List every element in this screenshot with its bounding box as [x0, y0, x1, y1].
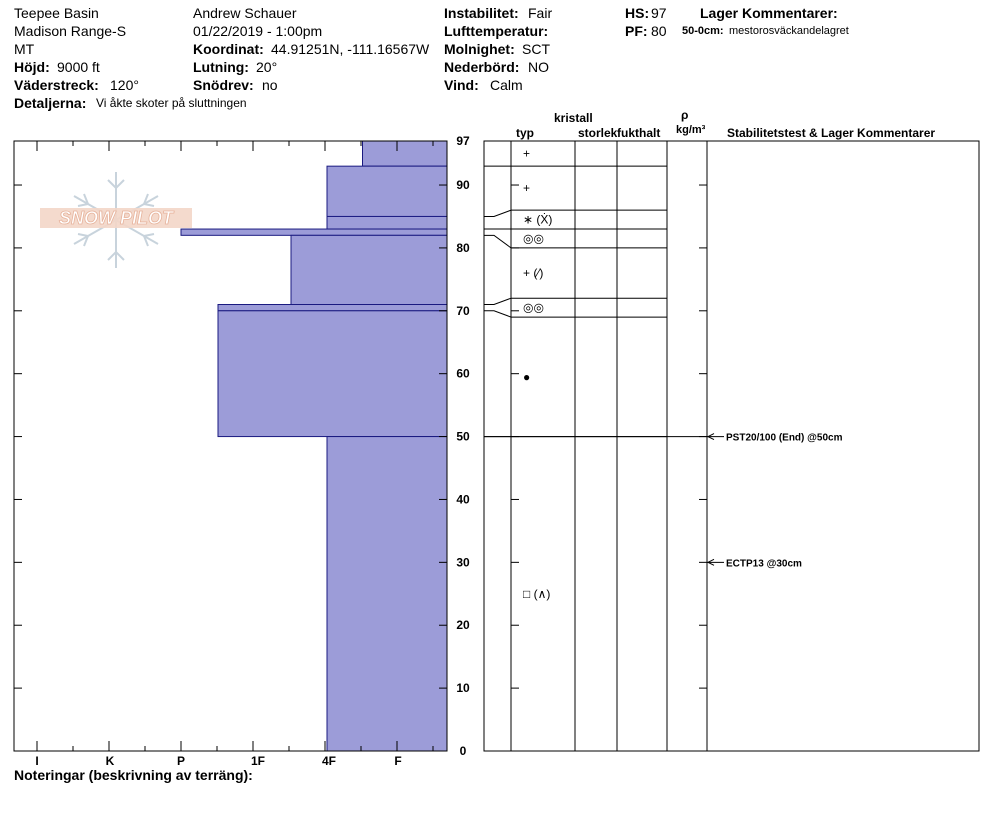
grain-row-boundary-6 [484, 310, 667, 318]
nederbord-value: NO [528, 59, 549, 75]
grain-symbol-4: + (⁄) [523, 266, 543, 280]
depth-label-20: 20 [456, 618, 470, 632]
logo-text: SNOW PILOT [59, 208, 175, 228]
hardness-layer-1 [326, 165, 448, 217]
fukthalt-header: fukthalt [617, 126, 661, 140]
grain-row-boundary-5 [484, 297, 667, 306]
pf-label: PF: [625, 23, 648, 39]
depth-label-30: 30 [456, 555, 470, 569]
vaderstreck-value: 120° [110, 77, 139, 93]
hardness-label-I: I [35, 754, 38, 768]
grain-symbol-0: + [523, 147, 530, 161]
depth-label-50: 50 [456, 430, 470, 444]
location-name: Teepee Basin [14, 5, 99, 21]
hardness-label-1F: 1F [251, 754, 265, 768]
grain-symbol-1: + [523, 181, 530, 195]
stability-test-label-1: ECTP13 @30cm [726, 558, 802, 569]
stability-tests: PST20/100 (End) @50cm ECTP13 @30cm [706, 433, 843, 569]
molnighet-label: Molnighet: [444, 41, 515, 57]
detaljer-label: Detaljerna: [14, 95, 87, 111]
hardness-layer-4 [290, 234, 448, 306]
hojd-value: 9000 ft [57, 59, 100, 75]
koordinat-value: 44.91251N, -111.16567W [271, 41, 430, 57]
hardness-label-P: P [177, 754, 185, 768]
depth-label-60: 60 [456, 367, 470, 381]
hardness-layer-0 [362, 140, 448, 167]
hardness-layer-5 [217, 304, 448, 312]
grain-row-boundary-2 [484, 209, 667, 217]
hardness-layer-3 [180, 228, 448, 236]
hojd-label: Höjd: [14, 59, 50, 75]
hardness-label-K: K [106, 754, 115, 768]
density-unit-header: kg/m³ [676, 124, 706, 136]
grain-symbol-7: □ (∧) [523, 587, 550, 601]
stability-test-label-0: PST20/100 (End) @50cm [726, 433, 843, 444]
grain-symbols: + + ∗ (Ẋ) ◎◎ + (⁄) ◎◎ ● □ (∧) [523, 147, 552, 601]
lufttemp-label: Lufttemperatur: [444, 23, 549, 39]
hardness-label-4F: 4F [322, 754, 336, 768]
pf-value: 80 [651, 23, 667, 39]
observer-name: Andrew Schauer [193, 5, 297, 21]
depth-axis: 0 10 20 30 40 50 60 70 80 90 97 [14, 134, 707, 758]
grain-symbol-2: ∗ (Ẋ) [523, 213, 552, 227]
grain-symbol-6: ● [523, 370, 530, 384]
detaljer-value: Vi åkte skoter på sluttningen [96, 96, 247, 110]
hardness-layers [180, 140, 448, 752]
stability-test-arrow-1 [706, 558, 715, 566]
depth-label-10: 10 [456, 681, 470, 695]
nederbord-label: Nederbörd: [444, 59, 520, 75]
grain-rows [484, 165, 707, 438]
range-name: Madison Range-S [14, 23, 127, 39]
snodrev-value: no [262, 77, 278, 93]
lutning-label: Lutning: [193, 59, 249, 75]
observation-datetime: 01/22/2019 - 1:00pm [193, 23, 323, 39]
grain-table-frame [483, 140, 980, 752]
depth-label-40: 40 [456, 492, 470, 506]
depth-label-97: 97 [456, 134, 470, 148]
lager-text: mestorosväckandelagret [729, 25, 849, 37]
lager-kommentarer-label: Lager Kommentarer: [700, 5, 838, 21]
depth-label-80: 80 [456, 241, 470, 255]
hardness-layer-7 [326, 436, 448, 752]
vind-value: Calm [490, 77, 523, 93]
instabilitet-label: Instabilitet: [444, 5, 519, 21]
vind-label: Vind: [444, 77, 479, 93]
vaderstreck-label: Väderstreck: [14, 77, 99, 93]
lager-range: 50-0cm: [682, 25, 724, 37]
typ-header: typ [516, 126, 534, 140]
hs-value: 97 [651, 5, 667, 21]
snowpilot-logo: SNOW PILOT [40, 172, 192, 268]
terrain-notes-label: Noteringar (beskrivning av terräng): [14, 767, 253, 783]
kristall-header: kristall [554, 111, 593, 125]
state-name: MT [14, 41, 35, 57]
hardness-layer-2 [326, 215, 448, 230]
snodrev-label: Snödrev: [193, 77, 254, 93]
hardness-ticks: I K P 1F 4F F [35, 141, 434, 768]
grain-row-boundary-4 [484, 234, 667, 249]
storlek-header: storlek [578, 126, 618, 140]
depth-label-0: 0 [460, 744, 467, 758]
depth-label-70: 70 [456, 304, 470, 318]
instabilitet-value: Fair [528, 5, 553, 21]
stability-test-arrow-0 [706, 433, 715, 441]
rho-header: ρ [681, 108, 689, 122]
hardness-label-F: F [394, 754, 401, 768]
grain-symbol-5: ◎◎ [523, 301, 544, 315]
hs-label: HS: [625, 5, 650, 21]
stability-header: Stabilitetstest & Lager Kommentarer [727, 126, 936, 140]
koordinat-label: Koordinat: [193, 41, 264, 57]
hardness-plot-frame [13, 140, 448, 752]
grain-symbol-3: ◎◎ [523, 231, 544, 245]
molnighet-value: SCT [522, 41, 550, 57]
lutning-value: 20° [256, 59, 278, 75]
hardness-layer-6 [217, 310, 448, 438]
depth-label-90: 90 [456, 178, 470, 192]
